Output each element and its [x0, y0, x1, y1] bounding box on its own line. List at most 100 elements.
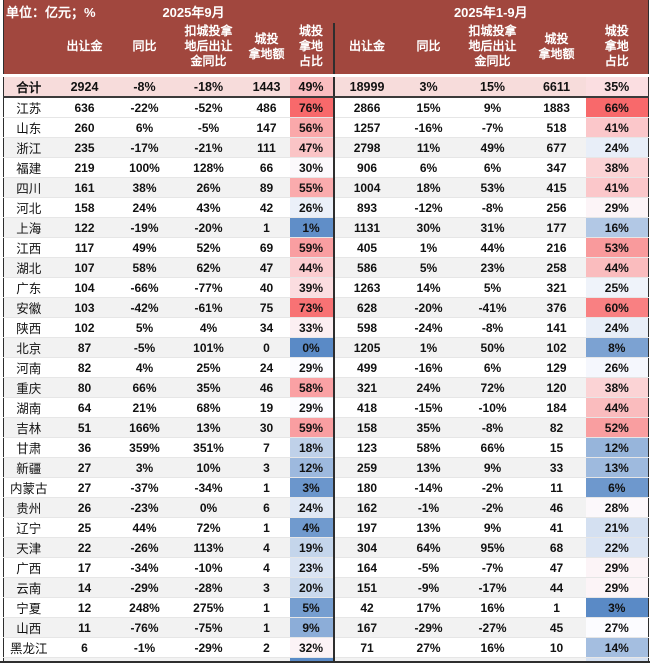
table-row: 海南4-93%-91%00%189-21%-16%3921%	[3, 657, 649, 661]
value-cell: 27%	[399, 637, 458, 658]
value-cell: 27	[53, 477, 116, 498]
value-cell: -37%	[115, 477, 174, 498]
row-label: 辽宁	[3, 517, 54, 538]
value-cell: 35%	[173, 377, 244, 398]
value-cell: 1%	[399, 237, 458, 258]
table-row: 北京 87 -5% 101% 0 0% 1205 1% 50% 102 8%	[3, 337, 649, 358]
column-header: 城投 拿地额	[243, 23, 290, 77]
table-row: 四川 161 38% 26% 89 55% 1004 18% 53% 415 41%	[3, 177, 649, 198]
share-cell: 33%	[289, 317, 334, 338]
value-cell: 42	[332, 597, 400, 618]
period-left-label: 2025年9月	[53, 0, 334, 23]
value-cell: -5%	[115, 337, 174, 358]
table-row: 贵州 26 -23% 0% 6 24% 162 -1% -2% 46 28%	[3, 497, 649, 518]
table-row: 广西 17 -34% -10% 4 23% 164 -5% -7% 47 29%	[3, 557, 649, 578]
value-cell: 162	[332, 497, 400, 518]
value-cell: 2	[243, 637, 290, 658]
value-cell: -61%	[173, 297, 244, 318]
value-cell: 47	[527, 557, 586, 578]
row-label: 北京	[3, 337, 54, 358]
share-cell: 3%	[585, 597, 649, 618]
value-cell: -7%	[457, 117, 528, 138]
value-cell: 321	[332, 377, 400, 398]
value-cell: 1	[243, 517, 290, 538]
value-cell: 11	[527, 477, 586, 498]
value-cell: 275%	[173, 597, 244, 618]
value-cell: 1257	[332, 117, 400, 138]
value-cell: 26	[53, 497, 116, 518]
value-cell: 166%	[115, 417, 174, 438]
value-cell: 258	[527, 257, 586, 278]
value-cell: -8%	[457, 417, 528, 438]
value-cell: 34	[243, 317, 290, 338]
table-row: 陕西 102 5% 4% 34 33% 598 -24% -8% 141 24%	[3, 317, 649, 338]
row-label: 河北	[3, 197, 54, 218]
value-cell: 141	[527, 317, 586, 338]
value-cell: 4	[53, 657, 116, 661]
value-cell: 71	[332, 637, 400, 658]
value-cell: 6	[243, 497, 290, 518]
row-label: 山东	[3, 117, 54, 138]
value-cell: 158	[332, 417, 400, 438]
share-cell: 44%	[585, 397, 649, 418]
value-cell: 15	[527, 437, 586, 458]
table-row: 辽宁 25 44% 72% 1 4% 197 13% 9% 41 21%	[3, 517, 649, 538]
share-cell: 22%	[585, 537, 649, 558]
value-cell: 6%	[457, 357, 528, 378]
row-label: 合计	[3, 75, 54, 98]
share-cell: 52%	[585, 417, 649, 438]
value-cell: 486	[243, 97, 290, 118]
value-cell: 321	[527, 277, 586, 298]
value-cell: 103	[53, 297, 116, 318]
share-cell: 60%	[585, 297, 649, 318]
value-cell: 10%	[173, 457, 244, 478]
value-cell: 24%	[399, 377, 458, 398]
table-row: 湖北 107 58% 62% 47 44% 586 5% 23% 258 44%	[3, 257, 649, 278]
share-cell: 0%	[289, 657, 334, 661]
table-row: 上海 122 -19% -20% 1 1% 1131 30% 31% 177 16%	[3, 217, 649, 238]
value-cell: 18999	[332, 75, 400, 98]
value-cell: 3%	[115, 457, 174, 478]
value-cell: 16%	[457, 597, 528, 618]
value-cell: 1263	[332, 277, 400, 298]
value-cell: -1%	[115, 637, 174, 658]
share-cell: 29%	[289, 397, 334, 418]
share-cell: 24%	[289, 497, 334, 518]
value-cell: 66%	[115, 377, 174, 398]
share-cell: 29%	[585, 197, 649, 218]
value-cell: -26%	[115, 537, 174, 558]
table-row: 河北 158 24% 43% 42 26% 893 -12% -8% 256 29%	[3, 197, 649, 218]
share-cell: 59%	[289, 417, 334, 438]
table-row: 山西 11 -76% -75% 1 9% 167 -29% -27% 45 27%	[3, 617, 649, 638]
value-cell: 2866	[332, 97, 400, 118]
value-cell: 50%	[457, 337, 528, 358]
table-row: 广东 104 -66% -77% 40 39% 1263 14% 5% 321 25%	[3, 277, 649, 298]
value-cell: 1004	[332, 177, 400, 198]
value-cell: 129	[527, 357, 586, 378]
share-cell: 53%	[585, 237, 649, 258]
value-cell: 1883	[527, 97, 586, 118]
value-cell: -76%	[115, 617, 174, 638]
value-cell: 499	[332, 357, 400, 378]
share-cell: 73%	[289, 297, 334, 318]
period-right-label: 2025年1-9月	[333, 0, 649, 23]
value-cell: 72%	[457, 377, 528, 398]
row-label: 福建	[3, 157, 54, 178]
value-cell: 17%	[399, 597, 458, 618]
share-cell: 6%	[585, 477, 649, 498]
share-cell: 41%	[585, 177, 649, 198]
table-row: 吉林 51 166% 13% 30 59% 158 35% -8% 82 52%	[3, 417, 649, 438]
value-cell: 45	[527, 617, 586, 638]
value-cell: 22	[53, 537, 116, 558]
share-cell: 29%	[585, 577, 649, 598]
value-cell: -15%	[399, 397, 458, 418]
value-cell: 260	[53, 117, 116, 138]
value-cell: 40	[243, 277, 290, 298]
value-cell: 53%	[457, 177, 528, 198]
row-label: 甘肃	[3, 437, 54, 458]
share-cell: 44%	[585, 257, 649, 278]
share-cell: 12%	[289, 457, 334, 478]
value-cell: 2798	[332, 137, 400, 158]
value-cell: 123	[332, 437, 400, 458]
